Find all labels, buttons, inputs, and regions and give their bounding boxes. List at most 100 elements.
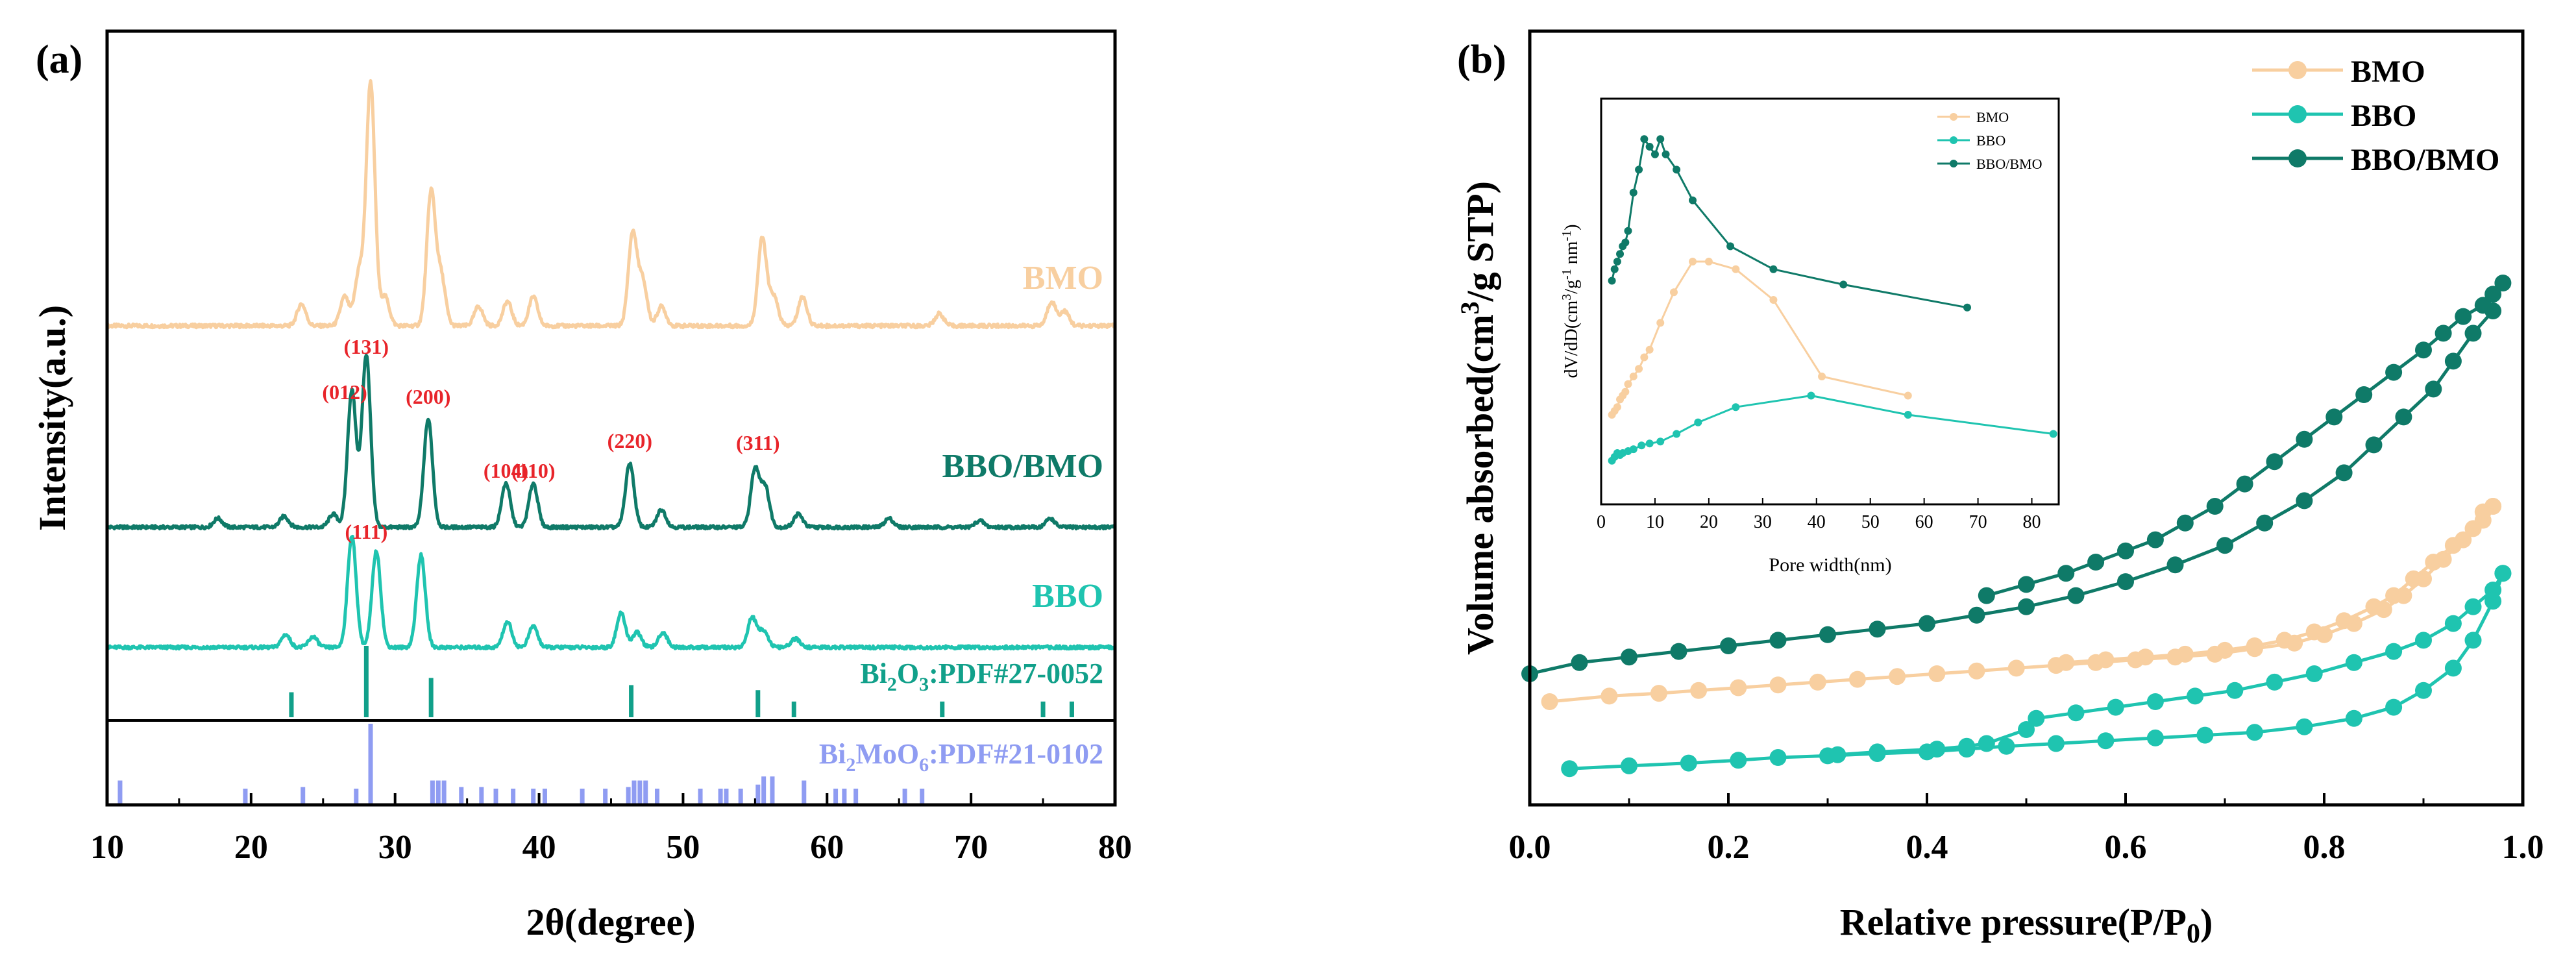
- isotherm-point-bmo: [2335, 612, 2353, 630]
- x-tick-label: 10: [90, 829, 124, 866]
- isotherm-point-bbo-bmo: [1720, 637, 1737, 654]
- inset-legend-label: BBO: [1976, 132, 2006, 149]
- inset-point-bbo-bmo: [1629, 188, 1638, 197]
- isotherm-point-bmo: [2137, 648, 2154, 666]
- panel-b-x-label-main: Relative pressure(P/P: [1840, 901, 2187, 943]
- inset-point-bbo-bmo: [1640, 135, 1649, 143]
- inset-legend-label: BMO: [1976, 109, 2009, 125]
- inset-point-bbo-bmo: [1645, 143, 1654, 151]
- isotherm-point-bbo-bmo: [2206, 498, 2224, 515]
- isotherm-point-bbo: [1680, 754, 1697, 772]
- peak-index-label: (012): [322, 380, 367, 404]
- x-tick-label: 1.0: [2502, 829, 2544, 866]
- pore-size-inset: 0 10 20 30 40 50 60 70 80 BMO BBO BBO/BMO Pore wid…: [1560, 97, 2060, 576]
- isotherm-point-bmo: [1809, 673, 1826, 691]
- inset-point-bmo: [1769, 296, 1778, 304]
- inset-point-bmo: [1689, 258, 1697, 265]
- legend-marker: [2288, 105, 2307, 123]
- isotherm-point-bbo-bmo: [2415, 341, 2432, 359]
- isotherm-point-bbo-bmo: [1571, 654, 1588, 671]
- isotherm-point-bbo: [2345, 654, 2362, 671]
- peak-index-label: (311): [736, 431, 780, 454]
- isotherm-point-bbo: [2305, 665, 2323, 682]
- inset-point-bbo: [2049, 430, 2057, 438]
- inset-y-label-0: dV/dD(cm: [1562, 301, 1582, 378]
- isotherm-adsorption-line-bbo: [1569, 572, 2505, 770]
- inset-point-bbo-bmo: [1662, 150, 1670, 158]
- isotherm-point-bbo: [2296, 718, 2313, 735]
- isotherm-point-bbo-bmo: [2236, 475, 2253, 493]
- panel-b-legend: BMO BBO BBO/BMO: [2252, 55, 2499, 177]
- x-tick-label: 40: [522, 829, 556, 866]
- isotherm-point-bbo-bmo: [2117, 542, 2134, 560]
- inset-point-bbo-bmo: [1616, 250, 1625, 258]
- isotherm-point-bbo-bmo: [2474, 297, 2492, 314]
- peak-index-label: (131): [344, 335, 389, 358]
- inset-point-bmo: [1640, 353, 1649, 362]
- reference-label-part: 6: [919, 754, 929, 776]
- inset-point-bmo: [1818, 373, 1826, 380]
- isotherm-point-bbo: [2266, 673, 2283, 691]
- isotherm-point-bbo: [2385, 698, 2403, 716]
- isotherm-point-bbo: [2464, 598, 2482, 615]
- isotherm-point-bbo-bmo: [2395, 408, 2412, 426]
- panel-a-x-axis: 10 20 30 40 50 60 70 80: [90, 793, 1132, 866]
- isotherm-point-bmo: [1730, 679, 1747, 696]
- inset-x-tick-label: 50: [1861, 512, 1880, 532]
- isotherm-point-bbo-bmo: [2425, 380, 2442, 398]
- isotherm-point-bbo-bmo: [2464, 325, 2482, 342]
- isotherm-point-bbo-bmo: [2166, 556, 2184, 574]
- inset-x-label: Pore width(nm): [1769, 554, 1891, 576]
- inset-point-bmo: [1624, 380, 1632, 388]
- isotherm-point-bbo: [2196, 726, 2214, 744]
- isotherm-point-bbo-bmo: [2385, 363, 2403, 381]
- isotherm-point-bmo: [1650, 685, 1667, 702]
- isotherm-point-bmo: [2405, 570, 2422, 587]
- x-tick-label: 80: [1098, 829, 1132, 866]
- panel-b-x-label-end: ): [2200, 901, 2213, 943]
- inset-point-bmo: [1635, 365, 1643, 373]
- inset-legend-marker: [1950, 136, 1957, 144]
- x-tick-label: 0.6: [2105, 829, 2147, 866]
- isotherm-point-bbo: [2187, 687, 2204, 705]
- isotherm-point-bmo: [2425, 554, 2442, 571]
- isotherm-point-bbo-bmo: [2216, 537, 2233, 554]
- isotherm-point-bbo: [2047, 735, 2065, 752]
- xrd-line-bbo-bmo: [105, 353, 1116, 531]
- peak-index-label: (220): [607, 429, 652, 452]
- isotherm-point-bbo-bmo: [2087, 554, 2105, 571]
- panel-a-y-label: Intensity(a.u.): [31, 305, 73, 531]
- isotherm-point-bbo-bmo: [2256, 514, 2274, 532]
- isotherm-point-bbo-bmo: [2018, 576, 2035, 593]
- isotherm-point-bmo: [1968, 662, 1985, 680]
- inset-point-bmo: [1656, 319, 1665, 327]
- series-labels: BMO BBO/BMO BBO: [942, 260, 1103, 615]
- inset-point-bmo: [1904, 391, 1912, 400]
- reference-label-part: :PDF#27-0052: [929, 658, 1103, 689]
- inset-x-tick-label: 80: [2023, 512, 2041, 532]
- isotherm-point-bbo: [1561, 760, 1578, 778]
- inset-point-bmo: [1613, 403, 1621, 412]
- xrd-series-group: [105, 79, 1116, 651]
- isotherm-point-bbo-bmo: [2266, 453, 2283, 471]
- inset-x-tick-label: 20: [1700, 512, 1718, 532]
- legend-label: BMO: [2351, 55, 2425, 89]
- isotherm-point-bbo: [2345, 709, 2362, 727]
- isotherm-point-bbo-bmo: [2296, 430, 2313, 448]
- isotherm-point-bbo: [2415, 682, 2432, 699]
- reference-label-part: 2: [846, 754, 855, 776]
- x-tick-label: 30: [378, 829, 412, 866]
- inset-y-label-2: /g: [1562, 280, 1582, 294]
- isotherm-point-bbo: [2028, 709, 2045, 727]
- legend-label: BBO/BMO: [2351, 143, 2499, 177]
- isotherm-point-bmo: [2275, 632, 2293, 649]
- isotherm-point-bbo-bmo: [1819, 626, 1836, 643]
- reference-label: Bi2MoO6:PDF#21-0102: [819, 738, 1103, 776]
- x-tick-label: 0.2: [1708, 829, 1750, 866]
- inset-point-bbo-bmo: [1608, 277, 1616, 285]
- isotherm-point-bbo: [2246, 724, 2263, 741]
- inset-point-bbo-bmo: [1621, 238, 1630, 247]
- isotherm-point-bbo-bmo: [1769, 632, 1787, 649]
- inset-point-bbo-bmo: [1624, 227, 1632, 235]
- isotherm-point-bbo: [1978, 735, 1995, 752]
